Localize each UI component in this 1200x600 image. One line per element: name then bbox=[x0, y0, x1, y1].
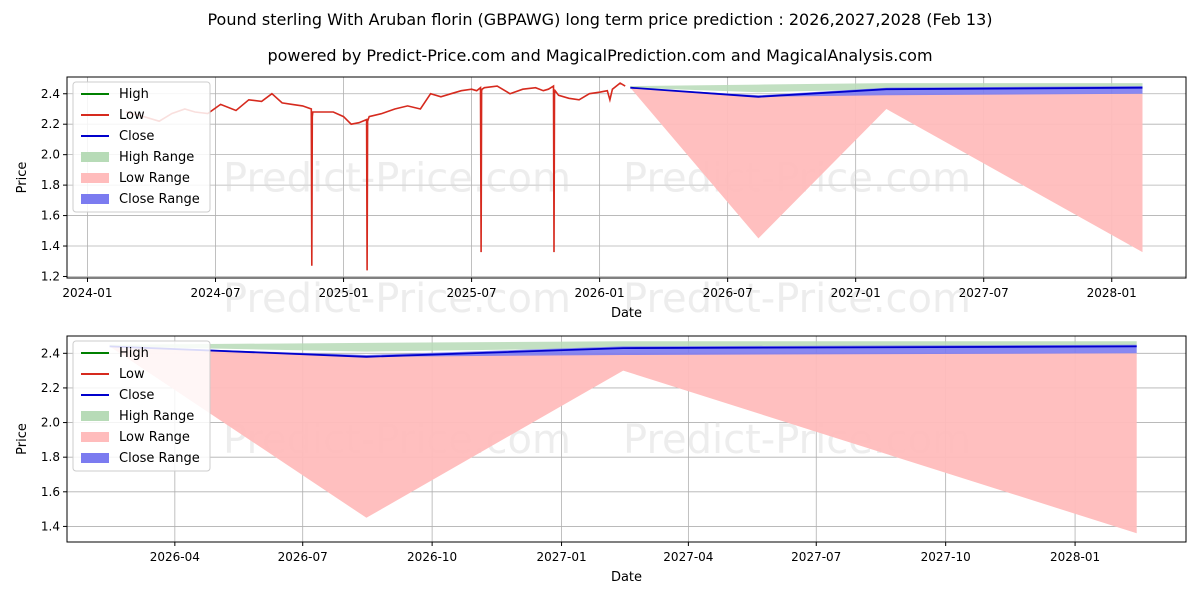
legend-high-range-swatch bbox=[81, 152, 109, 162]
legend-high-range-label: High Range bbox=[119, 409, 194, 424]
y-tick-label: 2.4 bbox=[41, 87, 60, 101]
legend-low-range-label: Low Range bbox=[119, 171, 190, 186]
close-prediction-line bbox=[630, 86, 1143, 98]
x-tick-label: 2026-01 bbox=[575, 286, 625, 300]
y-axis-label: Price bbox=[15, 423, 30, 455]
x-tick-label: 2027-04 bbox=[663, 550, 713, 564]
x-tick-label: 2024-01 bbox=[62, 286, 112, 300]
legend-close-range-swatch bbox=[81, 194, 109, 204]
legend: High Low Close High Range Low Range Close Ran… bbox=[72, 340, 211, 472]
legend-low-range-label: Low Range bbox=[119, 430, 190, 445]
x-tick-label: 2025-01 bbox=[318, 286, 368, 300]
y-tick-label: 1.4 bbox=[41, 519, 60, 533]
plot-area bbox=[109, 341, 1137, 534]
high-range-band bbox=[630, 83, 1143, 93]
chart-title: Pound sterling With Aruban florin (GBPAW… bbox=[207, 10, 993, 29]
x-tick-label: 2024-07 bbox=[190, 286, 240, 300]
x-tick-label: 2027-07 bbox=[791, 550, 841, 564]
watermark-text: Predict-Price.com bbox=[223, 276, 571, 322]
y-tick-label: 2.0 bbox=[41, 148, 60, 162]
low-range-band bbox=[109, 346, 1137, 534]
legend: High Low Close High Range Low Range Close Ran… bbox=[72, 81, 211, 213]
legend-high-label: High bbox=[119, 87, 149, 102]
legend-high-range-label: High Range bbox=[119, 150, 194, 165]
y-tick-label: 1.2 bbox=[41, 269, 60, 283]
low-history-line bbox=[125, 82, 626, 271]
legend-high-range-swatch bbox=[81, 411, 109, 421]
y-tick-label: 1.4 bbox=[41, 239, 60, 253]
x-tick-label: 2025-07 bbox=[447, 286, 497, 300]
legend-close-label: Close bbox=[119, 129, 154, 144]
x-tick-label: 2028-01 bbox=[1050, 550, 1100, 564]
legend-close-range-label: Close Range bbox=[119, 451, 200, 466]
y-tick-label: 1.8 bbox=[41, 450, 60, 464]
axes-frame bbox=[66, 76, 1187, 279]
y-tick-label: 2.4 bbox=[41, 346, 60, 360]
legend-low-range-swatch bbox=[81, 173, 109, 183]
y-axis-label: Price bbox=[15, 162, 30, 194]
x-tick-label: 2027-10 bbox=[921, 550, 971, 564]
x-axis-label: Date bbox=[611, 570, 642, 585]
x-tick-label: 2026-10 bbox=[407, 550, 457, 564]
plot-area bbox=[125, 82, 1143, 271]
x-tick-label: 2028-01 bbox=[1087, 286, 1137, 300]
x-tick-label: 2027-07 bbox=[959, 286, 1009, 300]
y-tick-label: 1.8 bbox=[41, 178, 60, 192]
legend-close-range-swatch bbox=[81, 453, 109, 463]
legend-close-label: Close bbox=[119, 388, 154, 403]
x-tick-label: 2027-01 bbox=[831, 286, 881, 300]
legend-low-label: Low bbox=[119, 108, 145, 123]
close-prediction-line bbox=[109, 345, 1137, 358]
y-tick-label: 2.2 bbox=[41, 117, 60, 131]
high-range-band bbox=[109, 341, 1137, 352]
y-tick-label: 2.0 bbox=[41, 416, 60, 430]
watermark-text: Predict-Price.com bbox=[623, 276, 971, 322]
panel-top: Predict-Price.com Predict-Price.com Predic… bbox=[15, 76, 1187, 322]
x-tick-label: 2027-01 bbox=[536, 550, 586, 564]
legend-high-label: High bbox=[119, 346, 149, 361]
legend-low-range-swatch bbox=[81, 432, 109, 442]
x-axis-label: Date bbox=[611, 306, 642, 321]
x-tick-label: 2026-07 bbox=[278, 550, 328, 564]
y-tick-label: 1.6 bbox=[41, 485, 60, 499]
x-tick-label: 2026-04 bbox=[150, 550, 200, 564]
y-tick-label: 2.2 bbox=[41, 381, 60, 395]
y-tick-label: 1.6 bbox=[41, 209, 60, 223]
panel-bottom: Predict-Price.comPredict-Price.com2026-0… bbox=[15, 335, 1187, 585]
legend-low-label: Low bbox=[119, 367, 145, 382]
watermark-text: Predict-Price.com bbox=[223, 156, 571, 202]
x-tick-label: 2026-07 bbox=[703, 286, 753, 300]
legend-close-range-label: Close Range bbox=[119, 192, 200, 207]
axes-frame bbox=[66, 335, 1187, 543]
chart-subtitle: powered by Predict-Price.com and Magical… bbox=[267, 46, 933, 65]
low-range-band bbox=[630, 87, 1143, 253]
